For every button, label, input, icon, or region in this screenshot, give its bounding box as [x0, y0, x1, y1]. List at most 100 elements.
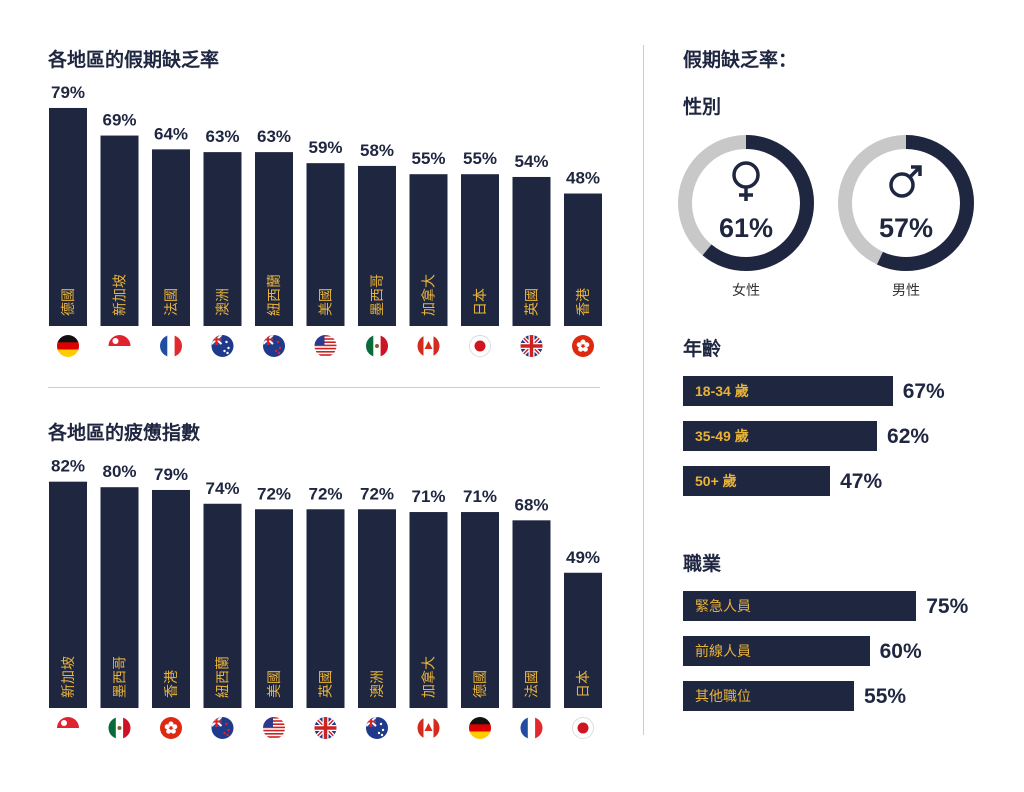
vacation-bar	[49, 107, 87, 327]
donut-value: 57%	[879, 213, 933, 243]
hbar: 50+ 歲	[683, 466, 831, 496]
burnout-value-label: 72%	[308, 484, 342, 503]
vacation-category-label: 加拿大	[421, 274, 437, 316]
vacation-value-label: 64%	[154, 124, 188, 143]
burnout-value-label: 82%	[51, 457, 85, 476]
hbar: 其他職位	[683, 681, 855, 711]
vacation-value-label: 55%	[411, 149, 445, 168]
burnout-bar	[358, 509, 396, 708]
burnout-value-label: 72%	[360, 484, 394, 503]
burnout-category-label: 加拿大	[421, 656, 437, 698]
vacation-bar	[564, 193, 602, 326]
flag-au-icon	[211, 335, 234, 357]
vacation-value-label: 63%	[257, 127, 291, 146]
vacation-category-label: 美國	[318, 288, 334, 316]
gender-title: 性別	[683, 97, 722, 118]
divider	[48, 387, 600, 388]
vacation-category-label: 香港	[575, 288, 591, 316]
vacation-value-label: 59%	[308, 138, 342, 157]
flag-fr-icon	[520, 717, 543, 739]
burnout-bar	[49, 481, 87, 708]
vacation-category-label: 墨西哥	[369, 274, 385, 316]
vacation-value-label: 55%	[463, 149, 497, 168]
burnout-value-label: 71%	[463, 487, 497, 506]
flag-jp-icon	[572, 717, 594, 739]
burnout-category-label: 日本	[575, 670, 591, 698]
flag-fr-icon	[160, 335, 182, 357]
age-title: 年齡	[683, 339, 722, 360]
donut-label-female: 女性	[732, 282, 760, 298]
burnout-bar	[203, 503, 242, 708]
burnout-value-label: 49%	[566, 548, 600, 567]
occupation-title: 職業	[683, 554, 722, 575]
burnout-category-label: 美國	[266, 670, 282, 698]
hbar: 35-49 歲	[683, 421, 878, 451]
burnout-category-label: 英國	[318, 670, 334, 698]
right-title: 假期缺乏率：	[683, 50, 798, 71]
hbar-value: 47%	[840, 470, 883, 493]
burnout-bar	[100, 487, 139, 708]
flag-ca-icon	[417, 335, 440, 357]
burnout-category-label: 香港	[163, 670, 179, 698]
vacation-category-label: 澳洲	[215, 288, 231, 316]
hbar-value: 67%	[902, 380, 945, 403]
hbar-value: 75%	[926, 595, 969, 618]
vacation-bar	[152, 149, 190, 326]
chart-title-burnout: 各地區的疲憊指數	[48, 423, 201, 444]
vacation-value-label: 63%	[205, 127, 239, 146]
burnout-category-label: 法國	[524, 670, 540, 698]
vacation-category-label: 英國	[524, 288, 540, 316]
vacation-category-label: 新加坡	[112, 274, 128, 316]
vacation-bar	[100, 135, 139, 326]
flag-hk-icon	[572, 335, 594, 357]
flag-nz-icon	[211, 717, 234, 739]
flag-nz-icon	[263, 335, 285, 357]
vacation-category-label: 法國	[163, 288, 179, 316]
divider	[643, 45, 644, 735]
hbar-value: 60%	[879, 640, 922, 663]
burnout-bar	[152, 489, 190, 708]
vacation-value-label: 58%	[360, 141, 394, 160]
vacation-value-label: 54%	[514, 152, 548, 171]
hbar: 18-34 歲	[683, 376, 893, 406]
donut-label-male: 男性	[892, 282, 920, 298]
donut-arc-male	[838, 135, 974, 271]
vacation-category-label: 紐西蘭	[266, 274, 282, 316]
female-icon	[732, 161, 760, 201]
flag-mx-icon	[366, 335, 388, 357]
burnout-value-label: 80%	[102, 462, 136, 481]
burnout-value-label: 79%	[154, 465, 188, 484]
chart-title-vacation: 各地區的假期缺乏率	[48, 50, 220, 71]
hbar: 前線人員	[683, 636, 870, 666]
burnout-value-label: 74%	[205, 479, 239, 498]
flag-sg-icon	[108, 335, 131, 357]
burnout-bar	[512, 520, 551, 708]
flag-ca-icon	[417, 717, 440, 739]
vacation-bar	[409, 174, 448, 326]
vacation-bar	[461, 174, 499, 326]
flag-mx-icon	[108, 717, 131, 739]
male-icon	[889, 165, 922, 198]
burnout-value-label: 68%	[514, 495, 548, 514]
burnout-category-label: 墨西哥	[112, 656, 128, 698]
burnout-bar	[461, 512, 499, 708]
burnout-category-label: 澳洲	[369, 670, 385, 698]
burnout-category-label: 紐西蘭	[215, 656, 231, 698]
flag-gb-icon	[520, 335, 543, 357]
hbar-value: 62%	[887, 425, 930, 448]
donut-arc-female	[678, 135, 814, 271]
hbar-value: 55%	[864, 685, 907, 708]
burnout-category-label: 德國	[472, 670, 488, 698]
vacation-bar	[255, 152, 293, 326]
vacation-value-label: 48%	[566, 169, 600, 188]
vacation-value-label: 69%	[102, 111, 136, 130]
vacation-bar	[203, 152, 242, 326]
hbar: 緊急人員	[683, 591, 917, 621]
flag-au-icon	[366, 717, 388, 739]
burnout-bar	[255, 509, 293, 708]
flag-us-icon	[263, 717, 285, 738]
burnout-value-label: 72%	[257, 484, 291, 503]
vacation-bar	[512, 176, 551, 326]
vacation-category-label: 德國	[60, 288, 76, 316]
